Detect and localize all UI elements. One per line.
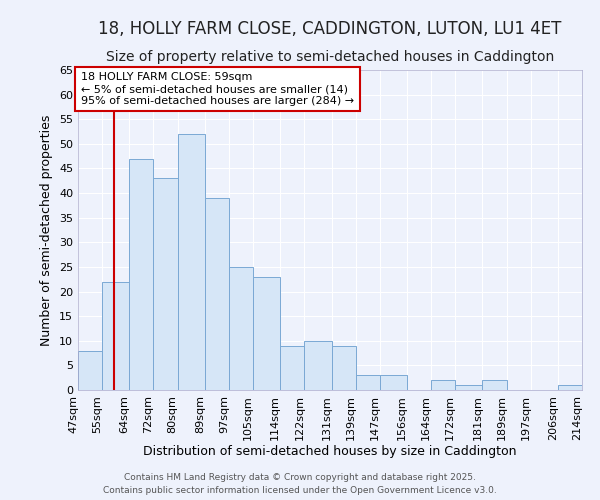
- Bar: [304, 341, 332, 390]
- Bar: [253, 277, 280, 390]
- Bar: [455, 385, 482, 390]
- Bar: [102, 282, 130, 390]
- Bar: [229, 267, 253, 390]
- Bar: [431, 380, 455, 390]
- Bar: [78, 350, 102, 390]
- Text: Size of property relative to semi-detached houses in Caddington: Size of property relative to semi-detach…: [106, 50, 554, 64]
- Bar: [558, 385, 582, 390]
- Bar: [380, 375, 407, 390]
- Bar: [130, 158, 154, 390]
- Bar: [356, 375, 380, 390]
- Bar: [332, 346, 356, 390]
- Y-axis label: Number of semi-detached properties: Number of semi-detached properties: [40, 114, 53, 346]
- Text: 18 HOLLY FARM CLOSE: 59sqm
← 5% of semi-detached houses are smaller (14)
95% of : 18 HOLLY FARM CLOSE: 59sqm ← 5% of semi-…: [81, 72, 354, 106]
- Bar: [482, 380, 506, 390]
- Bar: [280, 346, 304, 390]
- Text: Contains HM Land Registry data © Crown copyright and database right 2025.: Contains HM Land Registry data © Crown c…: [124, 474, 476, 482]
- Bar: [154, 178, 178, 390]
- X-axis label: Distribution of semi-detached houses by size in Caddington: Distribution of semi-detached houses by …: [143, 446, 517, 458]
- Bar: [178, 134, 205, 390]
- Text: Contains public sector information licensed under the Open Government Licence v3: Contains public sector information licen…: [103, 486, 497, 495]
- Text: 18, HOLLY FARM CLOSE, CADDINGTON, LUTON, LU1 4ET: 18, HOLLY FARM CLOSE, CADDINGTON, LUTON,…: [98, 20, 562, 38]
- Bar: [205, 198, 229, 390]
